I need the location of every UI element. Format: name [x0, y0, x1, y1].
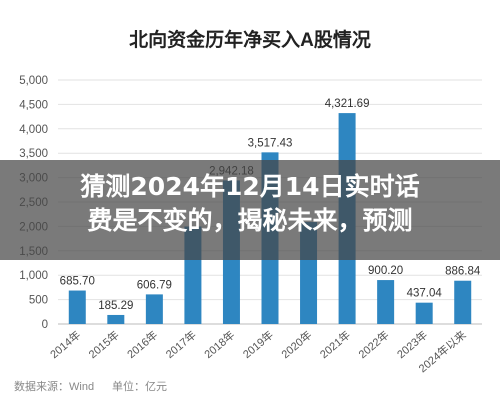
y-tick-label: 3,500 — [19, 148, 48, 160]
data-label: 606.79 — [137, 279, 172, 291]
x-tick-label: 2018年 — [201, 328, 237, 362]
x-tick-label: 2017年 — [163, 328, 199, 362]
bar — [68, 290, 86, 324]
y-tick-label: 5,000 — [19, 75, 48, 87]
bar — [377, 280, 395, 324]
source-note: 数据来源：Wind — [14, 379, 94, 393]
y-tick-label: 4,500 — [19, 99, 48, 111]
x-tick-label: 2019年 — [240, 328, 276, 362]
x-tick-label: 2023年 — [394, 328, 430, 362]
data-label: 4,321.69 — [325, 98, 370, 110]
y-tick-label: 500 — [29, 295, 48, 307]
overlay-line-1: 猜测2024年12月14日实时话 — [80, 172, 420, 201]
data-label: 886.84 — [445, 266, 481, 278]
bar — [145, 294, 163, 324]
bar — [415, 302, 433, 324]
unit-note: 单位：亿元 — [112, 379, 167, 393]
y-tick-label: 4,000 — [19, 124, 48, 136]
x-tick-label: 2015年 — [86, 328, 122, 362]
bar — [454, 280, 472, 324]
x-tick-label: 2016年 — [124, 328, 160, 362]
x-tick-label: 2020年 — [278, 328, 314, 362]
x-axis: 2014年 2015年 2016年 2017年 2018年 2019年 2020年 2021年… — [47, 328, 469, 376]
y-tick-label: 0 — [42, 319, 48, 331]
data-label: 900.20 — [368, 265, 403, 277]
data-label: 685.70 — [60, 276, 95, 288]
x-tick-label: 2022年 — [355, 328, 391, 362]
bar — [107, 314, 125, 324]
data-label: 3,517.43 — [248, 137, 293, 149]
x-tick-label: 2021年 — [317, 328, 353, 362]
data-label: 185.29 — [98, 300, 133, 312]
overlay-banner — [0, 160, 500, 260]
chart-title: 北向资金历年净买入A股情况 — [129, 28, 371, 51]
overlay-line-2: 费是不变的，揭秘未来，预测 — [87, 206, 413, 235]
y-tick-label: 1,000 — [19, 270, 48, 282]
data-label: 437.04 — [407, 288, 443, 300]
x-tick-label: 2014年 — [47, 328, 83, 362]
overlay-headline: 猜测2024年12月14日实时话 费是不变的，揭秘未来，预测 — [0, 170, 500, 238]
